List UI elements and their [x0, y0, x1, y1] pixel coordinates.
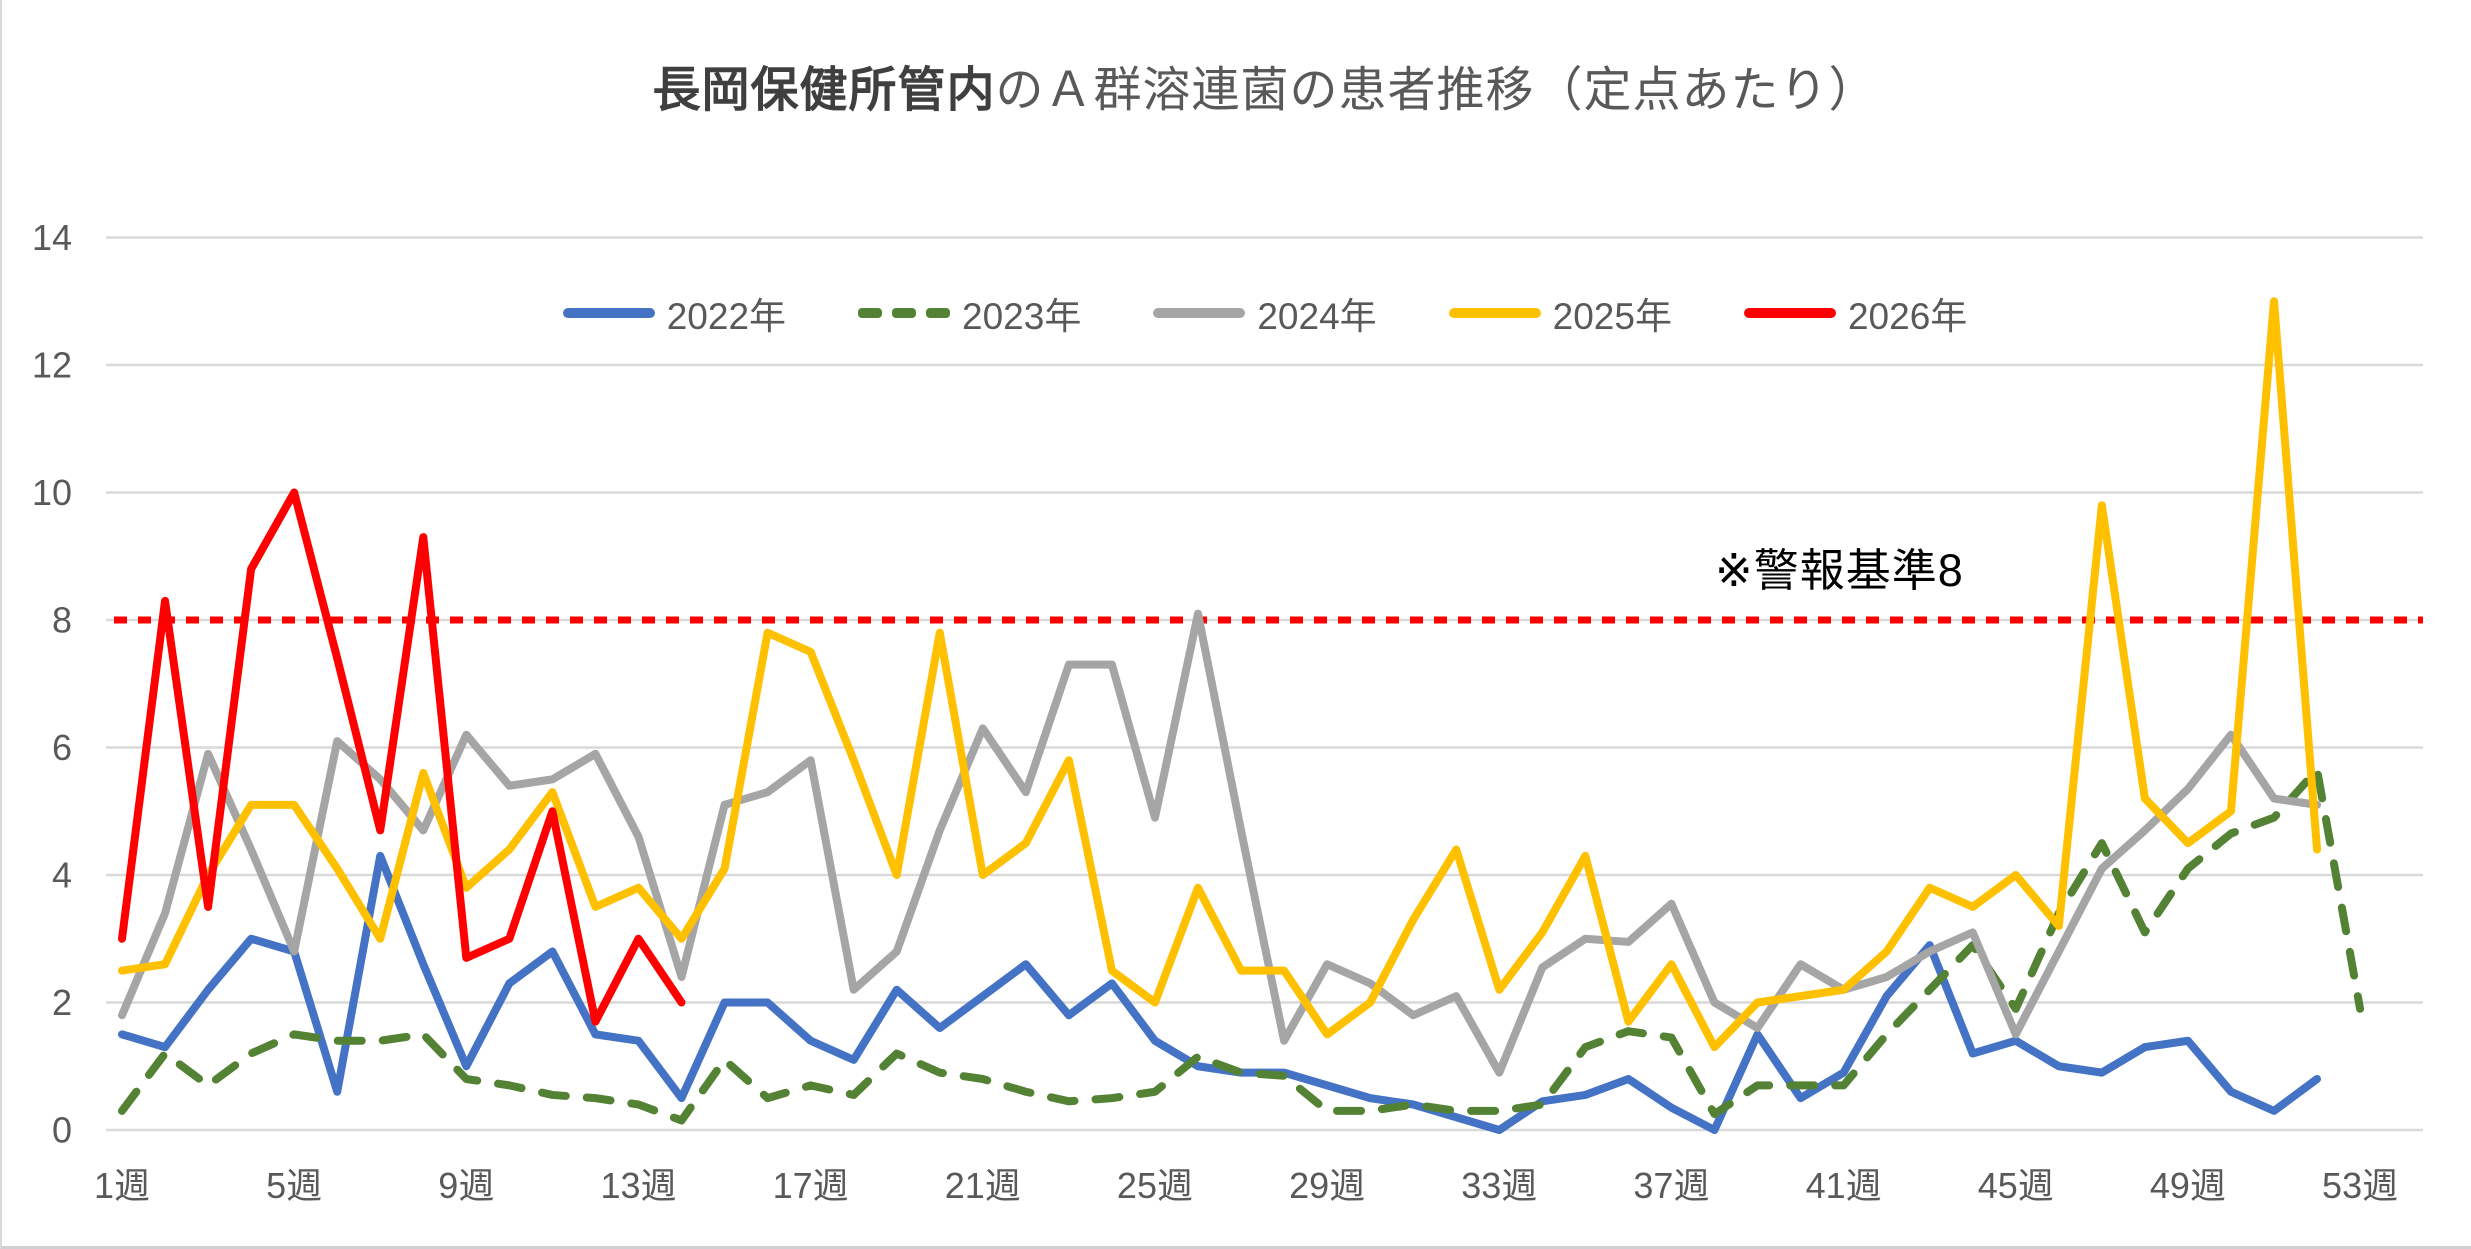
y-axis-label-14: 14: [32, 217, 72, 258]
x-axis-label-21: 21週: [945, 1165, 1021, 1206]
y-axis-label-12: 12: [32, 345, 72, 386]
legend-swatch-2023年: [858, 308, 951, 318]
y-axis-label-2: 2: [52, 982, 72, 1023]
x-axis-label-49: 49週: [2150, 1165, 2226, 1206]
x-axis-label-37: 37週: [1633, 1165, 1709, 1206]
legend-label-2023年: 2023年: [962, 296, 1082, 337]
x-axis-label-33: 33週: [1461, 1165, 1537, 1206]
x-axis-label-5: 5週: [266, 1165, 322, 1206]
legend-item-2024年: 2024年: [1153, 286, 1377, 340]
legend-item-2026年: 2026年: [1743, 286, 1968, 340]
x-axis-label-13: 13週: [600, 1165, 676, 1206]
chart-title-rest: のＡ群溶連菌の患者推移（定点あたり）: [995, 64, 1878, 117]
threshold-annotation: ※警報基準8: [1715, 545, 1964, 596]
legend-label-2022年: 2022年: [666, 296, 787, 337]
x-axis-label-41: 41週: [1806, 1165, 1882, 1206]
chart-title-region: 長岡保健所管内: [652, 64, 996, 117]
chart-legend: 2022年 2023年 2024年 2025年 2026年: [107, 286, 2423, 340]
series-line-2025年: [118, 297, 2322, 1052]
y-axis-label-4: 4: [52, 855, 72, 896]
x-axis-label-17: 17週: [773, 1165, 849, 1206]
legend-label-2024年: 2024年: [1257, 296, 1377, 337]
x-axis-label-45: 45週: [1978, 1165, 2054, 1206]
x-axis-label-25: 25週: [1117, 1165, 1193, 1206]
legend-item-2022年: 2022年: [562, 286, 787, 340]
y-axis-label-10: 10: [32, 472, 72, 513]
y-axis-label-8: 8: [52, 600, 72, 641]
x-axis-label-1: 1週: [94, 1165, 150, 1206]
series-line-2022年: [118, 851, 2322, 1134]
series-line-2026年: [118, 488, 686, 1026]
x-axis-label-29: 29週: [1289, 1165, 1365, 1206]
series-line-2024年: [118, 609, 2322, 1077]
legend-label-2026年: 2026年: [1847, 296, 1968, 337]
legend-swatch-2025年: [1448, 308, 1541, 318]
legend-item-2023年: 2023年: [858, 286, 1081, 340]
y-axis-label-0: 0: [52, 1110, 72, 1151]
chart-title: 長岡保健所管内のＡ群溶連菌の患者推移（定点あたり）: [107, 50, 2423, 120]
legend-swatch-2026年: [1743, 308, 1836, 318]
legend-swatch-2024年: [1153, 308, 1246, 318]
legend-item-2025年: 2025年: [1448, 286, 1672, 340]
x-axis-label-9: 9週: [438, 1165, 494, 1206]
x-axis-label-53: 53週: [2322, 1165, 2398, 1206]
y-axis-label-6: 6: [52, 727, 72, 768]
legend-swatch-2022年: [562, 308, 655, 318]
legend-label-2025年: 2025年: [1552, 296, 1672, 337]
